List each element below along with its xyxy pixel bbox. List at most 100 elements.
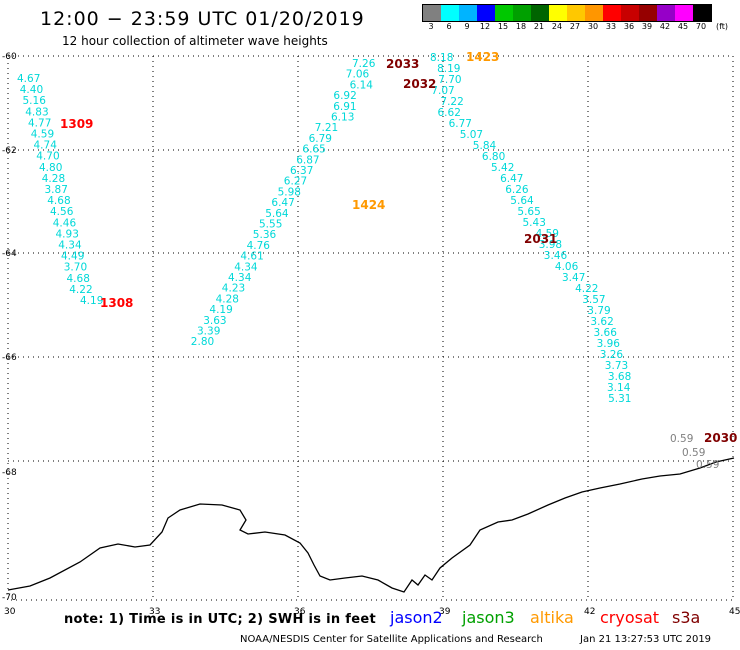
swh-value-middle: 7.26	[352, 58, 376, 70]
swh-value-middle: 5.64	[265, 208, 289, 220]
scale-label: 18	[515, 22, 527, 31]
lat-tick-label: -60	[2, 52, 17, 62]
swh-value-east: 3.46	[544, 250, 568, 262]
scale-label: 39	[641, 22, 653, 31]
pass-label: 2030	[704, 431, 737, 445]
swh-value-middle: 6.79	[309, 133, 332, 145]
swh-value-east: 5.07	[460, 129, 483, 141]
scale-swatch	[621, 5, 639, 21]
lon-tick-label: 42	[584, 607, 595, 617]
swh-value-east: 8.19	[437, 63, 460, 75]
scale-swatch	[531, 5, 549, 21]
pass-label: 1309	[60, 117, 93, 131]
swh-value-middle: 5.55	[259, 219, 282, 231]
scale-label: 21	[533, 22, 545, 31]
scale-label: 12	[479, 22, 491, 31]
mission-legend-s3a: s3a	[672, 608, 701, 627]
scale-label: 27	[569, 22, 581, 31]
swh-value-east: 7.22	[440, 96, 463, 108]
map-frame	[7, 55, 734, 601]
swh-value-west: 4.59	[31, 129, 54, 141]
pass-label: 1424	[352, 198, 385, 212]
scale-label: 45	[677, 22, 689, 31]
swh-value-east: 5.65	[517, 206, 540, 218]
swh-value-middle: 6.37	[290, 165, 313, 177]
swh-value-west: 4.68	[47, 195, 70, 207]
generated-timestamp: Jan 21 13:27:53 UTC 2019	[580, 634, 712, 645]
swh-value-west: 4.40	[20, 84, 43, 96]
scale-unit: (ft)	[715, 22, 729, 31]
swh-value-middle: 3.39	[197, 326, 220, 338]
swh-value-grey: 0.59	[696, 459, 719, 471]
swh-value-middle: 4.19	[209, 304, 232, 316]
swh-value-west: 4.83	[25, 106, 48, 118]
swh-value-middle: 6.92	[333, 90, 356, 102]
swh-value-middle: 6.65	[302, 144, 325, 156]
swh-value-middle: 4.61	[240, 251, 263, 263]
pass-label: 1423	[466, 50, 499, 64]
swh-value-west: 4.70	[36, 151, 59, 163]
scale-label: 15	[497, 22, 509, 31]
lat-tick-label: -64	[2, 249, 17, 259]
mission-legend-cryosat: cryosat	[600, 608, 660, 627]
swh-value-west: 4.74	[34, 140, 58, 152]
scale-label: 70	[695, 22, 707, 31]
page-title: 12:00 − 23:59 UTC 01/20/2019	[40, 8, 365, 30]
scale-label: 9	[464, 22, 470, 31]
swh-value-middle: 6.27	[284, 176, 307, 188]
swh-value-east: 6.47	[500, 173, 523, 185]
scale-swatch	[441, 5, 459, 21]
pass-label: 2033	[386, 57, 419, 71]
swh-value-west: 4.93	[56, 228, 79, 240]
lat-tick-label: -70	[2, 593, 17, 603]
swh-value-east: 5.43	[523, 217, 546, 229]
scale-label: 42	[659, 22, 671, 31]
swh-value-west: 4.22	[69, 284, 92, 296]
lon-tick-label: 45	[729, 607, 740, 617]
swh-value-east: 7.70	[438, 74, 461, 86]
swh-value-east: 5.42	[491, 162, 514, 174]
pass-label: 1308	[100, 296, 133, 310]
swh-value-east: 5.84	[473, 140, 497, 152]
scale-swatch	[423, 5, 441, 21]
scale-swatch	[567, 5, 585, 21]
swh-value-west: 4.19	[80, 295, 103, 307]
swh-value-middle: 4.34	[234, 261, 258, 273]
swh-value-east: 3.47	[562, 272, 585, 284]
lon-tick-label: 30	[4, 607, 16, 617]
swh-value-east: 3.68	[608, 371, 631, 383]
swh-value-west: 4.67	[17, 73, 40, 85]
swh-value-east: 3.26	[600, 349, 624, 361]
swh-value-middle: 6.13	[331, 112, 354, 124]
swh-value-east: 4.06	[555, 261, 579, 273]
swh-value-east: 3.73	[605, 360, 628, 372]
swh-value-middle: 4.23	[222, 283, 245, 295]
footnote: note: 1) Time is in UTC; 2) SWH is in fe…	[64, 612, 376, 627]
swh-value-east: 3.96	[597, 338, 621, 350]
swh-value-middle: 4.76	[247, 240, 271, 252]
swh-value-middle: 6.91	[333, 101, 356, 113]
scale-swatch	[459, 5, 477, 21]
swh-value-east: 3.57	[582, 294, 605, 306]
scale-label: 24	[551, 22, 563, 31]
swh-value-middle: 5.36	[253, 229, 277, 241]
swh-value-east: 3.66	[594, 327, 618, 339]
swh-value-middle: 3.63	[203, 315, 226, 327]
lat-tick-label: -66	[2, 353, 17, 363]
swh-value-west: 3.87	[45, 184, 68, 196]
scale-swatch	[495, 5, 513, 21]
swh-value-east: 5.64	[510, 195, 534, 207]
swh-value-middle: 7.06	[346, 69, 370, 81]
scale-label: 30	[587, 22, 599, 31]
swh-value-east: 4.59	[536, 228, 559, 240]
scale-label: 6	[446, 22, 452, 31]
swh-value-west: 4.34	[58, 240, 82, 252]
pass-labels: 1309 1308 2033 2032 1423 1424 2031 2030	[60, 50, 737, 445]
scale-swatch	[513, 5, 531, 21]
swh-value-east: 5.31	[608, 393, 631, 405]
mission-legend-altika: altika	[530, 608, 574, 627]
swh-value-west: 4.46	[53, 217, 77, 229]
scale-swatch	[639, 5, 657, 21]
swh-value-east: 6.26	[505, 184, 529, 196]
